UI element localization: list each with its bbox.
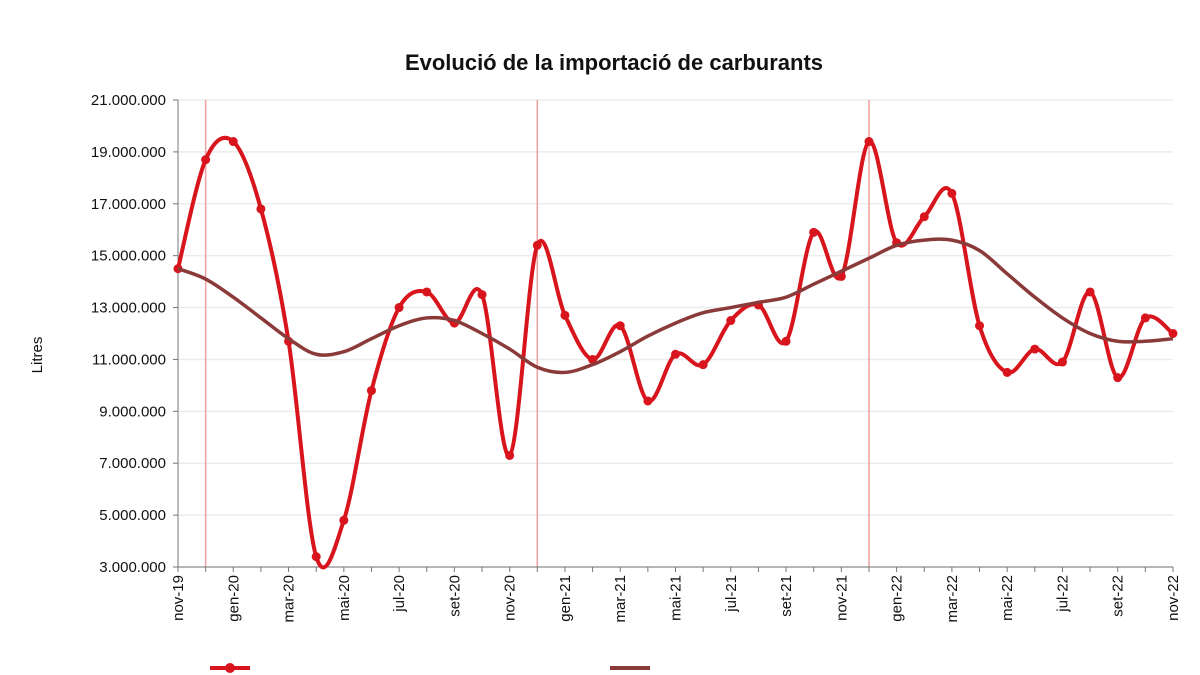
data-point (1030, 344, 1040, 354)
data-point (975, 321, 985, 331)
y-tick-label: 3.000.000 (99, 559, 166, 576)
x-tick-label: jul-22 (1054, 575, 1071, 613)
data-point (1140, 313, 1150, 323)
y-tick-label: 7.000.000 (99, 455, 166, 472)
x-tick-label: mai-20 (336, 575, 353, 621)
data-point (366, 386, 376, 396)
data-point (698, 360, 708, 370)
y-tick-label: 21.000.000 (91, 92, 166, 109)
data-point (201, 155, 211, 165)
data-point (919, 212, 929, 222)
x-tick-label: nov-19 (170, 575, 187, 621)
y-tick-label: 19.000.000 (91, 144, 166, 161)
y-tick-label: 5.000.000 (99, 507, 166, 524)
data-point (256, 204, 266, 214)
data-point (228, 137, 238, 147)
data-point (422, 287, 432, 297)
x-tick-label: set-20 (446, 575, 463, 617)
x-tick-label: gen-22 (889, 575, 906, 622)
x-tick-label: jul-21 (723, 575, 740, 613)
x-tick-label: mar-22 (944, 575, 961, 623)
data-point (864, 137, 874, 147)
x-tick-label: nov-21 (833, 575, 850, 621)
y-tick-label: 15.000.000 (91, 248, 166, 265)
data-point (1057, 357, 1067, 367)
x-tick-label: mai-21 (668, 575, 685, 621)
y-tick-label: 17.000.000 (91, 196, 166, 213)
data-point (781, 336, 791, 346)
chart-title: Evolució de la importació de carburants (405, 50, 823, 75)
data-point (1113, 373, 1123, 383)
data-point (643, 396, 653, 406)
legend (210, 663, 650, 673)
x-tick-label: mai-22 (999, 575, 1016, 621)
x-tick-label: nov-20 (502, 575, 519, 621)
x-tick-label: mar-21 (612, 575, 629, 623)
data-point (1002, 367, 1012, 377)
data-point (477, 290, 487, 300)
y-axis-label: Litres (29, 337, 46, 374)
x-tick-label: set-21 (778, 575, 795, 617)
x-tick-label: nov-22 (1165, 575, 1182, 621)
data-point (809, 227, 819, 237)
data-point (947, 188, 957, 198)
data-point (339, 515, 349, 525)
x-tick-label: gen-20 (225, 575, 242, 622)
x-tick-label: mar-20 (281, 575, 298, 623)
data-point (311, 552, 321, 562)
data-point (532, 240, 542, 250)
x-tick-label: set-22 (1110, 575, 1127, 617)
x-tick-label: gen-21 (557, 575, 574, 622)
legend-marker-monthly (225, 663, 235, 673)
data-point (505, 450, 515, 460)
data-point (588, 354, 598, 364)
data-point (671, 349, 680, 359)
x-tick-label: jul-20 (391, 575, 408, 613)
data-point (726, 316, 736, 326)
series-line-1 (177, 237, 1174, 375)
data-point (615, 321, 625, 331)
y-tick-label: 13.000.000 (91, 300, 166, 317)
y-tick-label: 9.000.000 (99, 403, 166, 420)
data-point (1085, 287, 1095, 297)
data-point (1168, 329, 1178, 338)
data-point (560, 310, 570, 320)
data-point (394, 303, 404, 313)
y-tick-label: 11.000.000 (92, 351, 166, 368)
